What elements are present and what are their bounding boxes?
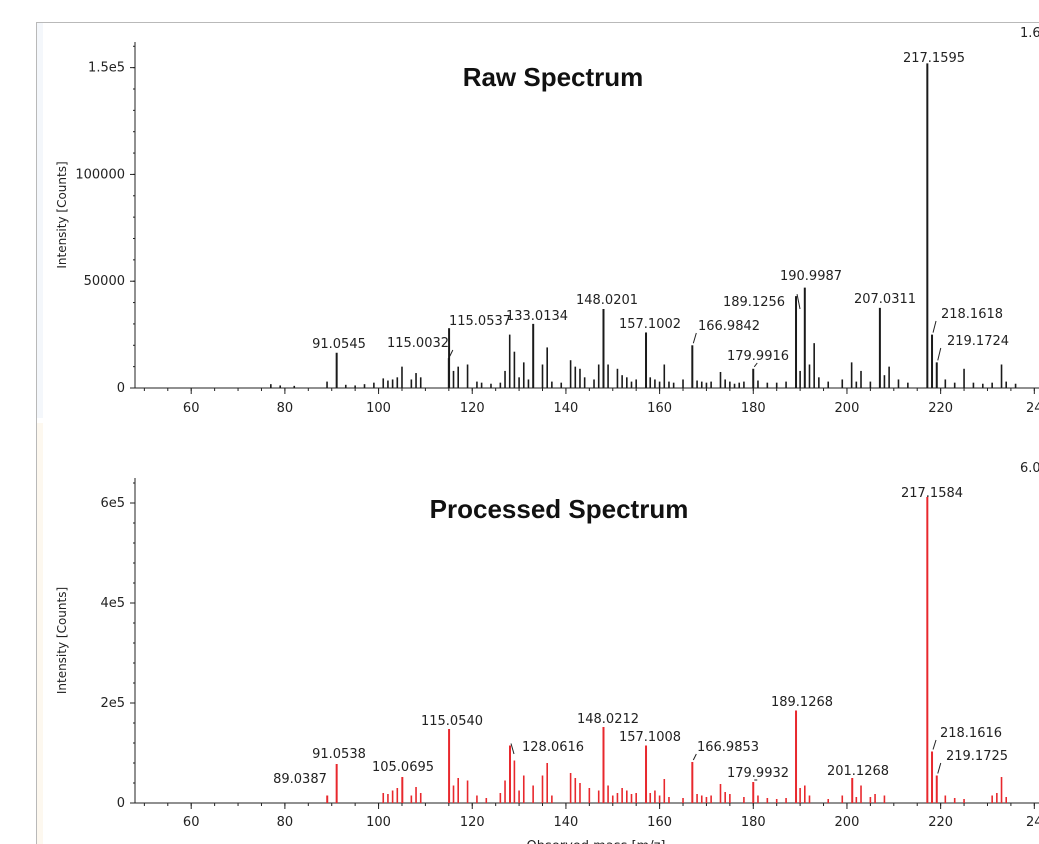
peak-label: 201.1268 <box>827 764 889 779</box>
peak-label: 166.9842 <box>698 319 760 334</box>
y-axis-label: Intensity [Counts] <box>55 161 69 268</box>
peak-leader-line <box>753 362 758 368</box>
peak-label: 219.1724 <box>947 334 1009 349</box>
x-tick-label: 60 <box>183 815 200 830</box>
peak-label: 189.1268 <box>771 695 833 710</box>
peak-label: 115.0032 <box>387 336 449 351</box>
frame-border-left <box>36 22 37 844</box>
x-tick-label: 60 <box>183 401 200 416</box>
x-tick-label: 80 <box>277 815 294 830</box>
processed-panel-edge <box>37 423 43 844</box>
peak-label: 148.0212 <box>577 712 639 727</box>
x-tick-label: 120 <box>460 401 485 416</box>
peak-label: 218.1616 <box>940 726 1002 741</box>
peak-label: 190.9987 <box>780 269 842 284</box>
peak-label: 179.9916 <box>727 349 789 364</box>
peak-leader-line <box>932 320 937 333</box>
peak-leader-line <box>692 753 697 761</box>
y-tick-label: 4e5 <box>100 596 125 611</box>
peak-leader-line <box>796 294 801 310</box>
y-tick-label: 50000 <box>84 274 125 289</box>
peak-label: 179.9932 <box>727 766 789 781</box>
peak-label: 91.0538 <box>312 747 366 762</box>
x-tick-label: 120 <box>460 815 485 830</box>
peak-label: 115.0540 <box>421 714 483 729</box>
peak-label: 157.1002 <box>619 317 681 332</box>
peak-label: 218.1618 <box>941 307 1003 322</box>
peak-label: 148.0201 <box>576 293 638 308</box>
x-tick-label: 220 <box>928 815 953 830</box>
peak-label: 133.0134 <box>506 309 568 324</box>
x-tick-label: 180 <box>741 401 766 416</box>
y-tick-label: 6e5 <box>100 496 125 511</box>
y-tick-label: 0 <box>117 381 125 396</box>
frame-border-top <box>36 22 1039 23</box>
peak-label: 105.0695 <box>372 760 434 775</box>
y-tick-label: 100000 <box>75 167 125 182</box>
y-axis-label: Intensity [Counts] <box>55 587 69 694</box>
x-tick-label: 80 <box>277 401 294 416</box>
peak-label: 91.0545 <box>312 337 366 352</box>
y-tick-label: 2e5 <box>100 696 125 711</box>
x-tick-label: 220 <box>928 401 953 416</box>
y-tick-label: 1.5e5 <box>88 61 125 76</box>
peak-label: 157.1008 <box>619 730 681 745</box>
x-tick-label: 180 <box>741 815 766 830</box>
peak-label: 189.1256 <box>723 295 785 310</box>
x-tick-label: 100 <box>366 401 391 416</box>
corner-max-label: 1.6 <box>1020 26 1039 41</box>
x-tick-label: 140 <box>554 401 579 416</box>
peak-label: 207.0311 <box>854 292 916 307</box>
chart-title: Processed Spectrum <box>430 494 689 524</box>
x-tick-label: 24 <box>1026 401 1039 416</box>
peak-label: 217.1584 <box>901 486 963 501</box>
peak-leader-line <box>449 349 454 357</box>
x-tick-label: 100 <box>366 815 391 830</box>
peak-label: 219.1725 <box>946 749 1008 764</box>
chart-title: Raw Spectrum <box>463 62 644 92</box>
y-tick-label: 0 <box>117 796 125 811</box>
x-tick-label: 24 <box>1026 815 1039 830</box>
peak-label: 217.1595 <box>903 51 965 66</box>
peak-leader-line <box>937 347 942 361</box>
peak-label: 89.0387 <box>273 772 327 787</box>
peak-leader-line <box>932 739 937 750</box>
x-tick-label: 200 <box>835 815 860 830</box>
peak-leader-line <box>937 762 942 774</box>
x-axis-label: Observed mass [m/z] <box>527 839 666 844</box>
x-tick-label: 200 <box>835 401 860 416</box>
x-tick-label: 160 <box>647 401 672 416</box>
peak-label: 166.9853 <box>697 740 759 755</box>
raw-spectrum-panel: Raw Spectrum Intensity [Counts] 1.6 0 50000 1… <box>55 26 1039 416</box>
peak-label: 115.0537 <box>449 314 511 329</box>
processed-spectrum-panel: Processed Spectrum Intensity [Counts] 6.0 0… <box>55 461 1039 844</box>
x-tick-label: 140 <box>554 815 579 830</box>
peak-leader-line <box>510 743 515 755</box>
peak-leader-line <box>692 332 697 344</box>
raw-panel-edge <box>37 23 43 418</box>
x-tick-label: 160 <box>647 815 672 830</box>
corner-max-label: 6.0 <box>1020 461 1039 476</box>
peak-label: 128.0616 <box>522 740 584 755</box>
